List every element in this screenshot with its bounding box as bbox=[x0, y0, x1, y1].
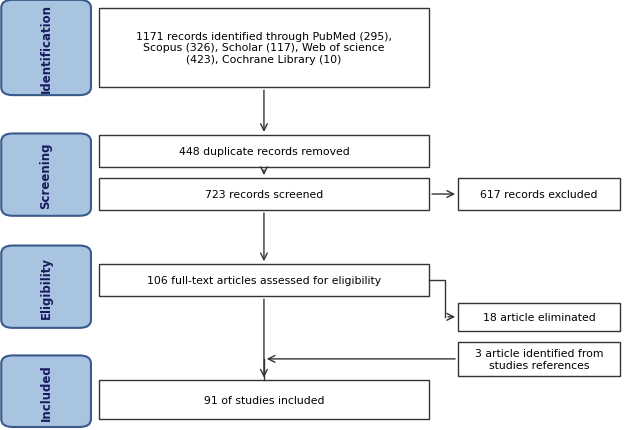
Text: 723 records screened: 723 records screened bbox=[205, 190, 323, 200]
Text: Eligibility: Eligibility bbox=[39, 256, 53, 318]
Text: 1171 records identified through PubMed (295),
Scopus (326), Scholar (117), Web o: 1171 records identified through PubMed (… bbox=[136, 32, 392, 65]
FancyBboxPatch shape bbox=[99, 135, 429, 168]
FancyBboxPatch shape bbox=[458, 178, 620, 211]
Text: Screening: Screening bbox=[39, 142, 53, 209]
FancyBboxPatch shape bbox=[99, 9, 429, 88]
FancyBboxPatch shape bbox=[1, 246, 91, 328]
FancyBboxPatch shape bbox=[458, 342, 620, 376]
Text: 106 full-text articles assessed for eligibility: 106 full-text articles assessed for elig… bbox=[147, 276, 381, 286]
FancyBboxPatch shape bbox=[99, 178, 429, 211]
Text: 617 records excluded: 617 records excluded bbox=[480, 190, 598, 200]
Text: 3 article identified from
studies references: 3 article identified from studies refere… bbox=[474, 348, 604, 370]
Text: 18 article eliminated: 18 article eliminated bbox=[483, 312, 595, 322]
Text: Identification: Identification bbox=[39, 4, 53, 93]
FancyBboxPatch shape bbox=[1, 1, 91, 96]
Text: 91 of studies included: 91 of studies included bbox=[204, 395, 324, 405]
FancyBboxPatch shape bbox=[1, 356, 91, 427]
FancyBboxPatch shape bbox=[1, 134, 91, 216]
FancyBboxPatch shape bbox=[458, 303, 620, 331]
FancyBboxPatch shape bbox=[99, 381, 429, 419]
Text: Included: Included bbox=[39, 363, 53, 420]
FancyBboxPatch shape bbox=[99, 264, 429, 297]
Text: 448 duplicate records removed: 448 duplicate records removed bbox=[179, 147, 349, 157]
